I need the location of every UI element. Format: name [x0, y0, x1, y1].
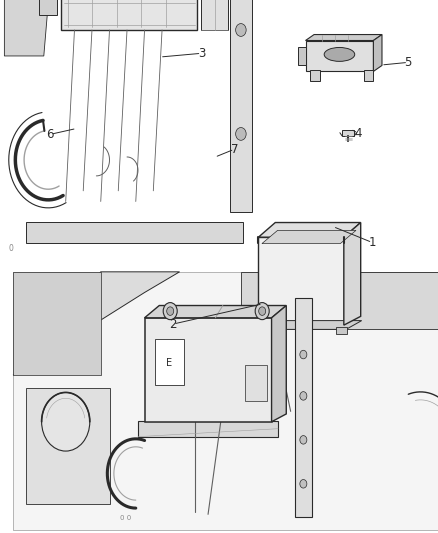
- Ellipse shape: [324, 47, 355, 61]
- Circle shape: [300, 480, 307, 488]
- Circle shape: [300, 350, 307, 359]
- Polygon shape: [39, 0, 57, 15]
- Polygon shape: [305, 41, 373, 71]
- Text: 7: 7: [230, 143, 238, 156]
- Text: 3: 3: [198, 47, 205, 60]
- Polygon shape: [373, 35, 382, 71]
- Circle shape: [167, 307, 174, 316]
- Bar: [13, 272, 438, 530]
- Polygon shape: [305, 35, 382, 41]
- Text: 4: 4: [354, 127, 362, 140]
- Bar: [138, 421, 278, 437]
- Polygon shape: [61, 0, 197, 30]
- Text: E: E: [166, 358, 172, 368]
- Polygon shape: [26, 388, 110, 504]
- Polygon shape: [344, 223, 360, 325]
- Circle shape: [300, 392, 307, 400]
- Polygon shape: [13, 272, 180, 375]
- Polygon shape: [26, 222, 243, 243]
- Polygon shape: [297, 47, 305, 65]
- Text: 5: 5: [405, 56, 412, 69]
- Polygon shape: [13, 272, 101, 375]
- Bar: [245, 365, 267, 401]
- Bar: [310, 70, 320, 81]
- Text: 2: 2: [169, 318, 177, 330]
- Polygon shape: [145, 318, 272, 422]
- Circle shape: [259, 307, 266, 316]
- Polygon shape: [258, 237, 344, 325]
- Polygon shape: [295, 297, 312, 518]
- Polygon shape: [262, 230, 356, 244]
- Polygon shape: [4, 0, 57, 56]
- Circle shape: [236, 127, 246, 140]
- Circle shape: [300, 435, 307, 444]
- Bar: [364, 70, 373, 81]
- Text: 0: 0: [9, 244, 14, 253]
- Circle shape: [255, 303, 269, 320]
- Text: 0 0: 0 0: [120, 515, 132, 521]
- Circle shape: [236, 23, 246, 36]
- Bar: [336, 327, 347, 334]
- Text: 6: 6: [46, 128, 54, 141]
- Polygon shape: [258, 223, 360, 237]
- Polygon shape: [230, 0, 252, 212]
- Circle shape: [42, 392, 90, 451]
- Bar: [155, 338, 184, 385]
- Polygon shape: [201, 0, 228, 30]
- Polygon shape: [256, 320, 362, 329]
- Polygon shape: [145, 305, 286, 318]
- Polygon shape: [342, 130, 354, 136]
- Circle shape: [163, 303, 177, 320]
- Text: 1: 1: [368, 236, 376, 249]
- Polygon shape: [272, 305, 286, 422]
- Polygon shape: [241, 272, 438, 329]
